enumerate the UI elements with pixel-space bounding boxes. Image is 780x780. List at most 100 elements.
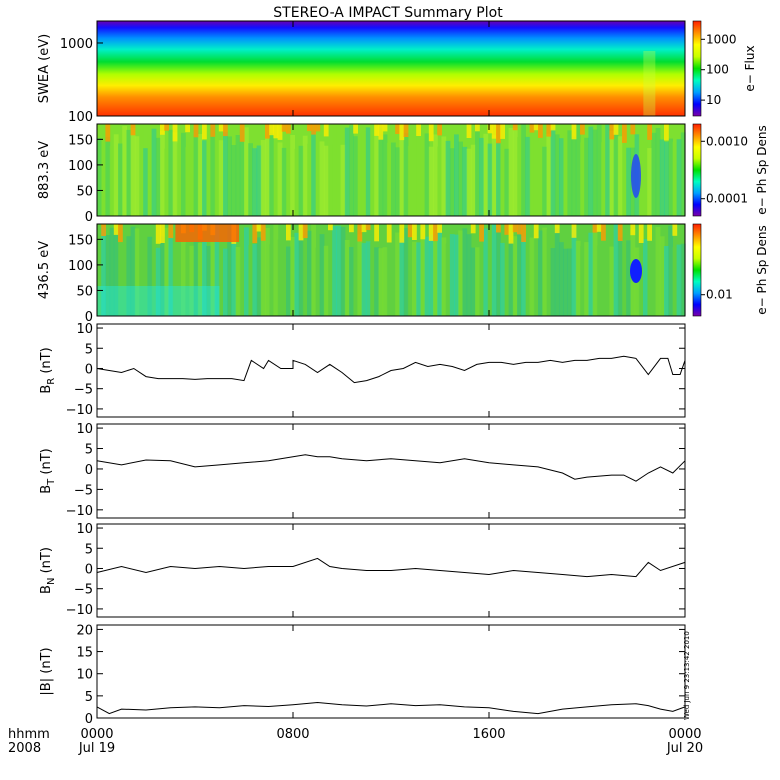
spectrogram-streak	[302, 135, 308, 216]
spectrogram-streak	[281, 231, 287, 316]
spectrogram-streak	[302, 224, 308, 239]
y-tick-label: 5	[85, 690, 93, 705]
spectrogram-streak	[424, 133, 430, 216]
spectrogram-streak	[512, 224, 518, 233]
spectrogram-streak	[386, 224, 392, 243]
spectrogram-streak	[361, 243, 367, 316]
spectrogram-streak	[311, 224, 316, 316]
spectrogram-streak	[378, 248, 384, 316]
spectrogram-streak	[277, 124, 283, 140]
spectrogram-streak	[529, 124, 535, 133]
spectrogram-streak	[315, 247, 321, 316]
spectrogram-streak	[382, 134, 388, 216]
spectrogram-streak	[269, 132, 274, 216]
spectrogram-streak	[349, 247, 354, 316]
spectrogram-streak	[428, 234, 434, 316]
spectrogram-streak	[466, 124, 472, 138]
spectrogram-streak	[601, 232, 606, 316]
spectrogram-streak	[601, 142, 606, 216]
spectrogram-streak	[365, 127, 371, 216]
spectrogram-streak	[445, 140, 451, 216]
spectrogram-streak	[546, 229, 552, 316]
spectrogram-streak	[130, 127, 136, 216]
spectrogram-streak	[218, 140, 224, 216]
spectrogram-streak	[286, 124, 291, 134]
spectrogram-streak	[638, 239, 644, 316]
spectrogram-streak	[533, 224, 539, 239]
spectrogram-streak	[433, 228, 438, 316]
spectrogram-streak	[185, 243, 190, 316]
spectrogram-streak	[491, 224, 497, 316]
spectrogram-streak	[588, 126, 594, 216]
spectrogram-streak	[336, 225, 342, 316]
spectrogram-streak	[470, 144, 476, 216]
spectrogram-streak	[496, 224, 501, 233]
spectrogram-streak	[252, 224, 258, 244]
spectrogram-streak	[605, 232, 610, 316]
spectrogram-streak	[395, 124, 400, 134]
low-density-region	[97, 286, 220, 316]
spectrogram-streak	[626, 147, 631, 216]
spectrogram-streak	[428, 224, 434, 241]
spectrogram-streak	[680, 243, 686, 316]
spectrogram-streak	[244, 227, 249, 316]
spectrogram-streak	[281, 124, 287, 132]
spectrogram-streak	[97, 243, 102, 316]
spectrogram-streak	[613, 224, 619, 316]
spectrogram-streak	[260, 226, 266, 316]
panel-2: 0.0001 0.0010 e− Ph Sp Dens 883.3 eV 0 50 100 1…	[37, 123, 769, 225]
spectrogram-streak	[256, 237, 262, 316]
spectrogram-streak	[155, 247, 161, 316]
spectrogram-streak	[281, 147, 287, 216]
spectrogram-streak	[189, 146, 195, 216]
spectrogram-streak	[395, 232, 400, 316]
spectrogram-streak	[609, 124, 615, 140]
spectrogram-streak	[210, 241, 216, 316]
spectrogram-streak	[475, 247, 480, 316]
spectrogram-streak	[592, 129, 598, 216]
y-tick-label: 100	[68, 259, 93, 274]
spectrogram-streak	[664, 141, 669, 216]
y-tick-label: −10	[66, 504, 93, 519]
density-minimum	[631, 154, 641, 198]
spectrogram-streak	[365, 241, 371, 316]
spectrogram-streak	[223, 132, 228, 216]
panel-7: 0 5 10 15 20 |B| (nT)	[39, 623, 686, 727]
y-tick-label: 150	[68, 133, 93, 148]
spectrogram-streak	[458, 141, 463, 216]
spectrogram-streak	[533, 124, 539, 131]
spectrogram-streak	[147, 236, 153, 316]
y-tick-label: 0	[85, 362, 93, 377]
y-tick-label: 50	[76, 184, 93, 199]
spectrogram-streak	[332, 124, 337, 216]
y-tick-label: 5	[85, 542, 93, 557]
spectrogram-streak	[554, 228, 560, 316]
y-tick-label: 50	[76, 284, 93, 299]
spectrogram-streak	[353, 228, 358, 316]
spectrogram-streak	[206, 245, 211, 316]
spectrogram-streak	[554, 134, 560, 216]
spectrogram-streak	[575, 240, 581, 316]
y-tick-label: 0	[85, 210, 93, 225]
spectrogram-streak	[113, 224, 119, 235]
spectrogram-streak	[504, 148, 510, 216]
spectrogram-streak	[647, 224, 652, 241]
spectrogram-streak	[239, 124, 245, 142]
colorbar-tick-label: 0.01	[706, 288, 733, 302]
panel-frame	[96, 20, 686, 117]
spectrogram-streak	[399, 238, 405, 316]
spectrogram-streak	[374, 124, 379, 136]
spectrogram-streak	[307, 230, 312, 316]
spectrogram-streak	[571, 124, 577, 140]
spectrogram-streak	[647, 124, 652, 140]
y-tick-label: 5	[85, 342, 93, 357]
panel-frame	[96, 123, 686, 217]
spectrogram-streak	[626, 240, 631, 316]
spectrogram-streak	[571, 224, 577, 238]
spectrogram-streak	[676, 139, 682, 216]
spectrogram-streak	[479, 244, 484, 316]
x-axis-label-year: 2008	[8, 741, 41, 756]
panel-4: −10 −5 0 5 10 BR (nT)	[39, 322, 686, 418]
